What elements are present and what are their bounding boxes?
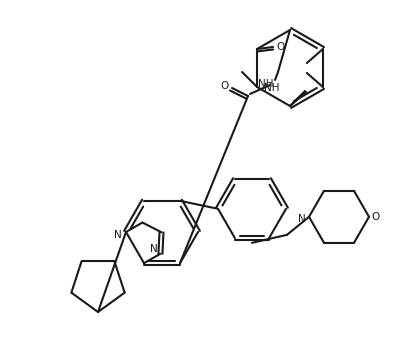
Text: NH: NH [258, 79, 274, 89]
Text: O: O [276, 42, 284, 52]
Text: N: N [298, 214, 306, 224]
Text: NH: NH [264, 83, 280, 93]
Text: N: N [150, 244, 157, 254]
Text: O: O [372, 212, 380, 222]
Text: O: O [221, 81, 229, 91]
Text: N: N [114, 230, 122, 240]
